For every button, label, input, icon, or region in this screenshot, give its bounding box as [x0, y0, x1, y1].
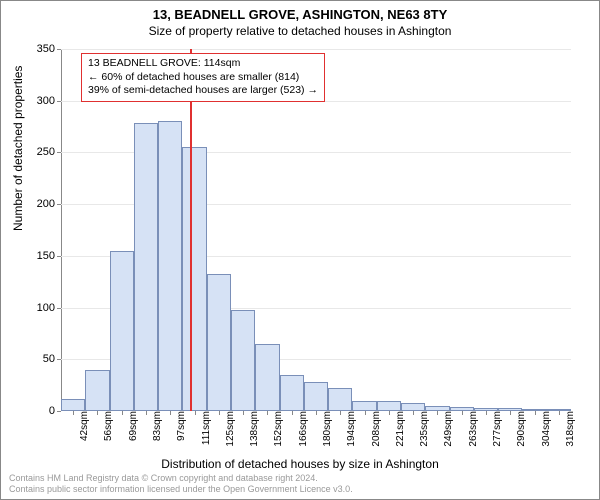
histogram-bar: [158, 121, 182, 411]
xtick-label: 304sqm: [539, 411, 552, 447]
xtick-mark: [243, 411, 244, 415]
xtick-mark: [267, 411, 268, 415]
ytick-label: 250: [37, 146, 61, 158]
xtick-label: 194sqm: [344, 411, 357, 447]
histogram-bar: [377, 401, 401, 411]
histogram-bar: [255, 344, 279, 411]
histogram-bar: [328, 388, 352, 411]
xtick-mark: [413, 411, 414, 415]
chart-subtitle: Size of property relative to detached ho…: [1, 24, 599, 38]
annotation-line-3: 39% of semi-detached houses are larger (…: [88, 84, 318, 98]
xtick-mark: [462, 411, 463, 415]
histogram-bar: [182, 147, 206, 411]
histogram-bar: [134, 123, 158, 411]
xtick-mark: [535, 411, 536, 415]
xtick-mark: [73, 411, 74, 415]
xtick-label: 249sqm: [441, 411, 454, 447]
xtick-mark: [122, 411, 123, 415]
xtick-label: 42sqm: [77, 411, 90, 441]
ytick-label: 150: [37, 250, 61, 262]
xtick-label: 318sqm: [563, 411, 576, 447]
y-axis-line: [61, 49, 62, 411]
xtick-mark: [316, 411, 317, 415]
plot-area: 05010015020025030035042sqm56sqm69sqm83sq…: [61, 49, 571, 411]
grid-line: [61, 49, 571, 50]
xtick-label: 97sqm: [174, 411, 187, 441]
xtick-mark: [219, 411, 220, 415]
histogram-bar: [352, 401, 376, 411]
xtick-mark: [292, 411, 293, 415]
xtick-label: 111sqm: [199, 411, 212, 445]
xtick-mark: [195, 411, 196, 415]
xtick-mark: [365, 411, 366, 415]
histogram-bar: [304, 382, 328, 411]
xtick-mark: [486, 411, 487, 415]
xtick-label: 263sqm: [466, 411, 479, 447]
chart-container: 13, BEADNELL GROVE, ASHINGTON, NE63 8TY …: [0, 0, 600, 500]
histogram-bar: [280, 375, 304, 411]
histogram-bar: [110, 251, 134, 411]
xtick-label: 152sqm: [271, 411, 284, 447]
histogram-bar: [231, 310, 255, 411]
histogram-bar: [61, 399, 85, 411]
annotation-line-1: 13 BEADNELL GROVE: 114sqm: [88, 57, 318, 71]
xtick-mark: [437, 411, 438, 415]
xtick-label: 180sqm: [320, 411, 333, 447]
xtick-mark: [146, 411, 147, 415]
ytick-label: 100: [37, 302, 61, 314]
xtick-label: 235sqm: [417, 411, 430, 447]
footer-line-2: Contains public sector information licen…: [9, 484, 353, 495]
xtick-label: 290sqm: [514, 411, 527, 447]
footer-line-1: Contains HM Land Registry data © Crown c…: [9, 473, 353, 484]
annotation-box: 13 BEADNELL GROVE: 114sqm← 60% of detach…: [81, 53, 325, 102]
xtick-label: 166sqm: [296, 411, 309, 447]
annotation-line-2: ← 60% of detached houses are smaller (81…: [88, 71, 318, 85]
xtick-mark: [510, 411, 511, 415]
xtick-label: 221sqm: [393, 411, 406, 447]
ytick-label: 300: [37, 95, 61, 107]
ytick-label: 350: [37, 43, 61, 55]
y-axis-label: Number of detached properties: [11, 66, 25, 231]
xtick-label: 277sqm: [490, 411, 503, 447]
xtick-label: 69sqm: [126, 411, 139, 441]
xtick-label: 56sqm: [101, 411, 114, 441]
histogram-bar: [207, 274, 231, 411]
xtick-label: 208sqm: [369, 411, 382, 447]
xtick-mark: [170, 411, 171, 415]
xtick-label: 138sqm: [247, 411, 260, 447]
xtick-mark: [389, 411, 390, 415]
footer-text: Contains HM Land Registry data © Crown c…: [9, 473, 353, 496]
xtick-mark: [97, 411, 98, 415]
ytick-label: 0: [49, 405, 61, 417]
xtick-mark: [559, 411, 560, 415]
xtick-mark: [340, 411, 341, 415]
xtick-label: 83sqm: [150, 411, 163, 441]
ytick-label: 50: [43, 353, 61, 365]
chart-title: 13, BEADNELL GROVE, ASHINGTON, NE63 8TY: [1, 7, 599, 22]
histogram-bar: [85, 370, 109, 411]
marker-line: [190, 49, 192, 411]
xtick-label: 125sqm: [223, 411, 236, 447]
x-axis-label: Distribution of detached houses by size …: [1, 457, 599, 471]
ytick-label: 200: [37, 198, 61, 210]
histogram-bar: [401, 403, 425, 411]
